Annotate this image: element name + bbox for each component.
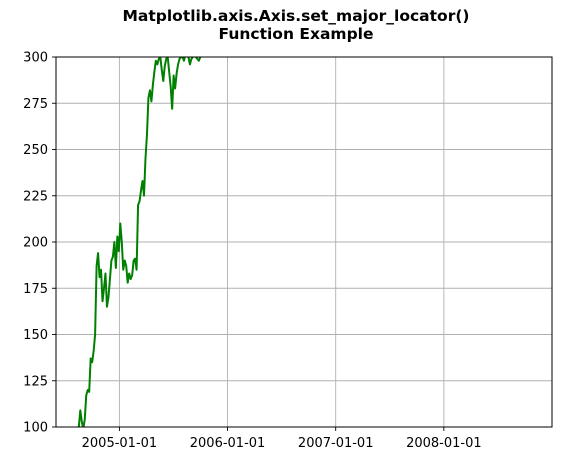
chart-title-line-2: Function Example — [219, 25, 374, 43]
y-tick-label: 300 — [23, 51, 48, 66]
x-tick-label: 2007-01-01 — [298, 436, 374, 451]
x-axis: 2005-01-01 2006-01-01 2007-01-01 2008-01-01 — [82, 427, 482, 451]
y-tick-label: 125 — [23, 374, 48, 389]
series-line-0 — [77, 57, 202, 427]
x-tick-label: 2006-01-01 — [190, 436, 266, 451]
y-tick-label: 250 — [23, 143, 48, 158]
y-tick-label: 150 — [23, 328, 48, 343]
y-tick-label: 275 — [23, 97, 48, 112]
series-layer — [77, 57, 202, 427]
y-tick-label: 225 — [23, 189, 48, 204]
y-axis: 100 125 150 175 200 225 250 275 300 — [23, 51, 56, 436]
y-tick-label: 100 — [23, 421, 48, 436]
x-tick-label: 2008-01-01 — [406, 436, 482, 451]
grid-lines — [56, 56, 552, 428]
y-tick-label: 200 — [23, 236, 48, 251]
chart-title-line-1: Matplotlib.axis.Axis.set_major_locator() — [122, 7, 469, 25]
y-tick-label: 175 — [23, 282, 48, 297]
x-tick-label: 2005-01-01 — [82, 436, 158, 451]
